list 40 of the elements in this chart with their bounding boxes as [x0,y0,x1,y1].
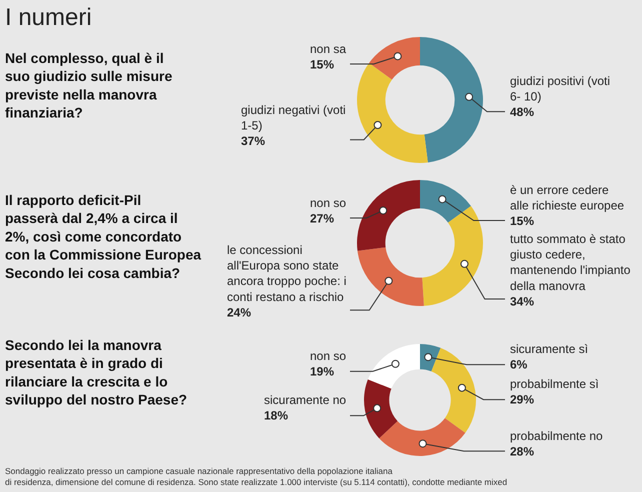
slice-label: giudizi positivi (voti 6- 10) [510,74,610,104]
text: Secondo lei la manovra presentata è in grado di rilanciare la crescita e lo sviluppo del nostro Paese? [5,337,188,408]
donut-slice [422,206,483,306]
data-label: 15% [310,58,334,72]
slice-label: sicuramente sì [510,342,588,356]
donut-slice [431,348,476,433]
text: Sondaggio realizzato presso un campione casuale nazionale rappresentativo della popolazione italiana di residenza, dimensione del comune di residenza. Sono state realizzate 1.000 interviste (su 5.114 contatti), condotte mediante mixed [5,466,508,488]
data-label: 18% [264,408,288,423]
slice-label: le concessioni all'Europa sono state ancora troppo poche: i conti restano a rischio [227,243,346,304]
slice-label: non so [310,196,346,210]
donut-slice [364,379,398,438]
data-label: 15% [510,214,534,228]
slice-label: giudizi negativi (voti 1-5) [241,103,346,133]
slice-label: sicuramente no [264,393,346,407]
data-label: 37% [241,134,266,148]
slice-label: è un errore cedere alle richieste europee [510,183,624,213]
donut-slice [368,344,420,389]
donut-slice [420,180,471,223]
data-label: 24% [227,305,252,320]
data-label: 29% [510,392,534,407]
slice-label: probabilmente sì [510,377,599,391]
donut-slice [420,37,483,163]
donut-slice [379,418,466,456]
data-label: 6% [510,358,528,372]
slice-label: tutto sommato è stato giusto cedere, mantenendo l'impianto della manovra [510,232,631,293]
data-label: 19% [310,364,334,379]
donut-slice [357,62,428,163]
slice-label: non sa [310,42,346,56]
text: I numeri [5,4,92,31]
donut-slice [357,180,420,251]
slice-label: non so [310,349,346,363]
data-label: 27% [310,212,334,226]
data-label: 48% [510,105,534,120]
text: Nel complesso, qual è il suo giudizio sulle misure previste nella manovra finanziaria? [5,50,172,121]
donut-slice [369,37,420,80]
slice-label: probabilmente no [510,429,604,443]
text: Il rapporto deficit-Pil passerà dal 2,4% a circa il 2%, così come concordato con la Commissione Europea Secondo lei cosa cambia? [5,192,202,281]
donut-slice [357,247,424,306]
data-label: 34% [510,294,534,308]
data-label: 28% [510,444,534,459]
